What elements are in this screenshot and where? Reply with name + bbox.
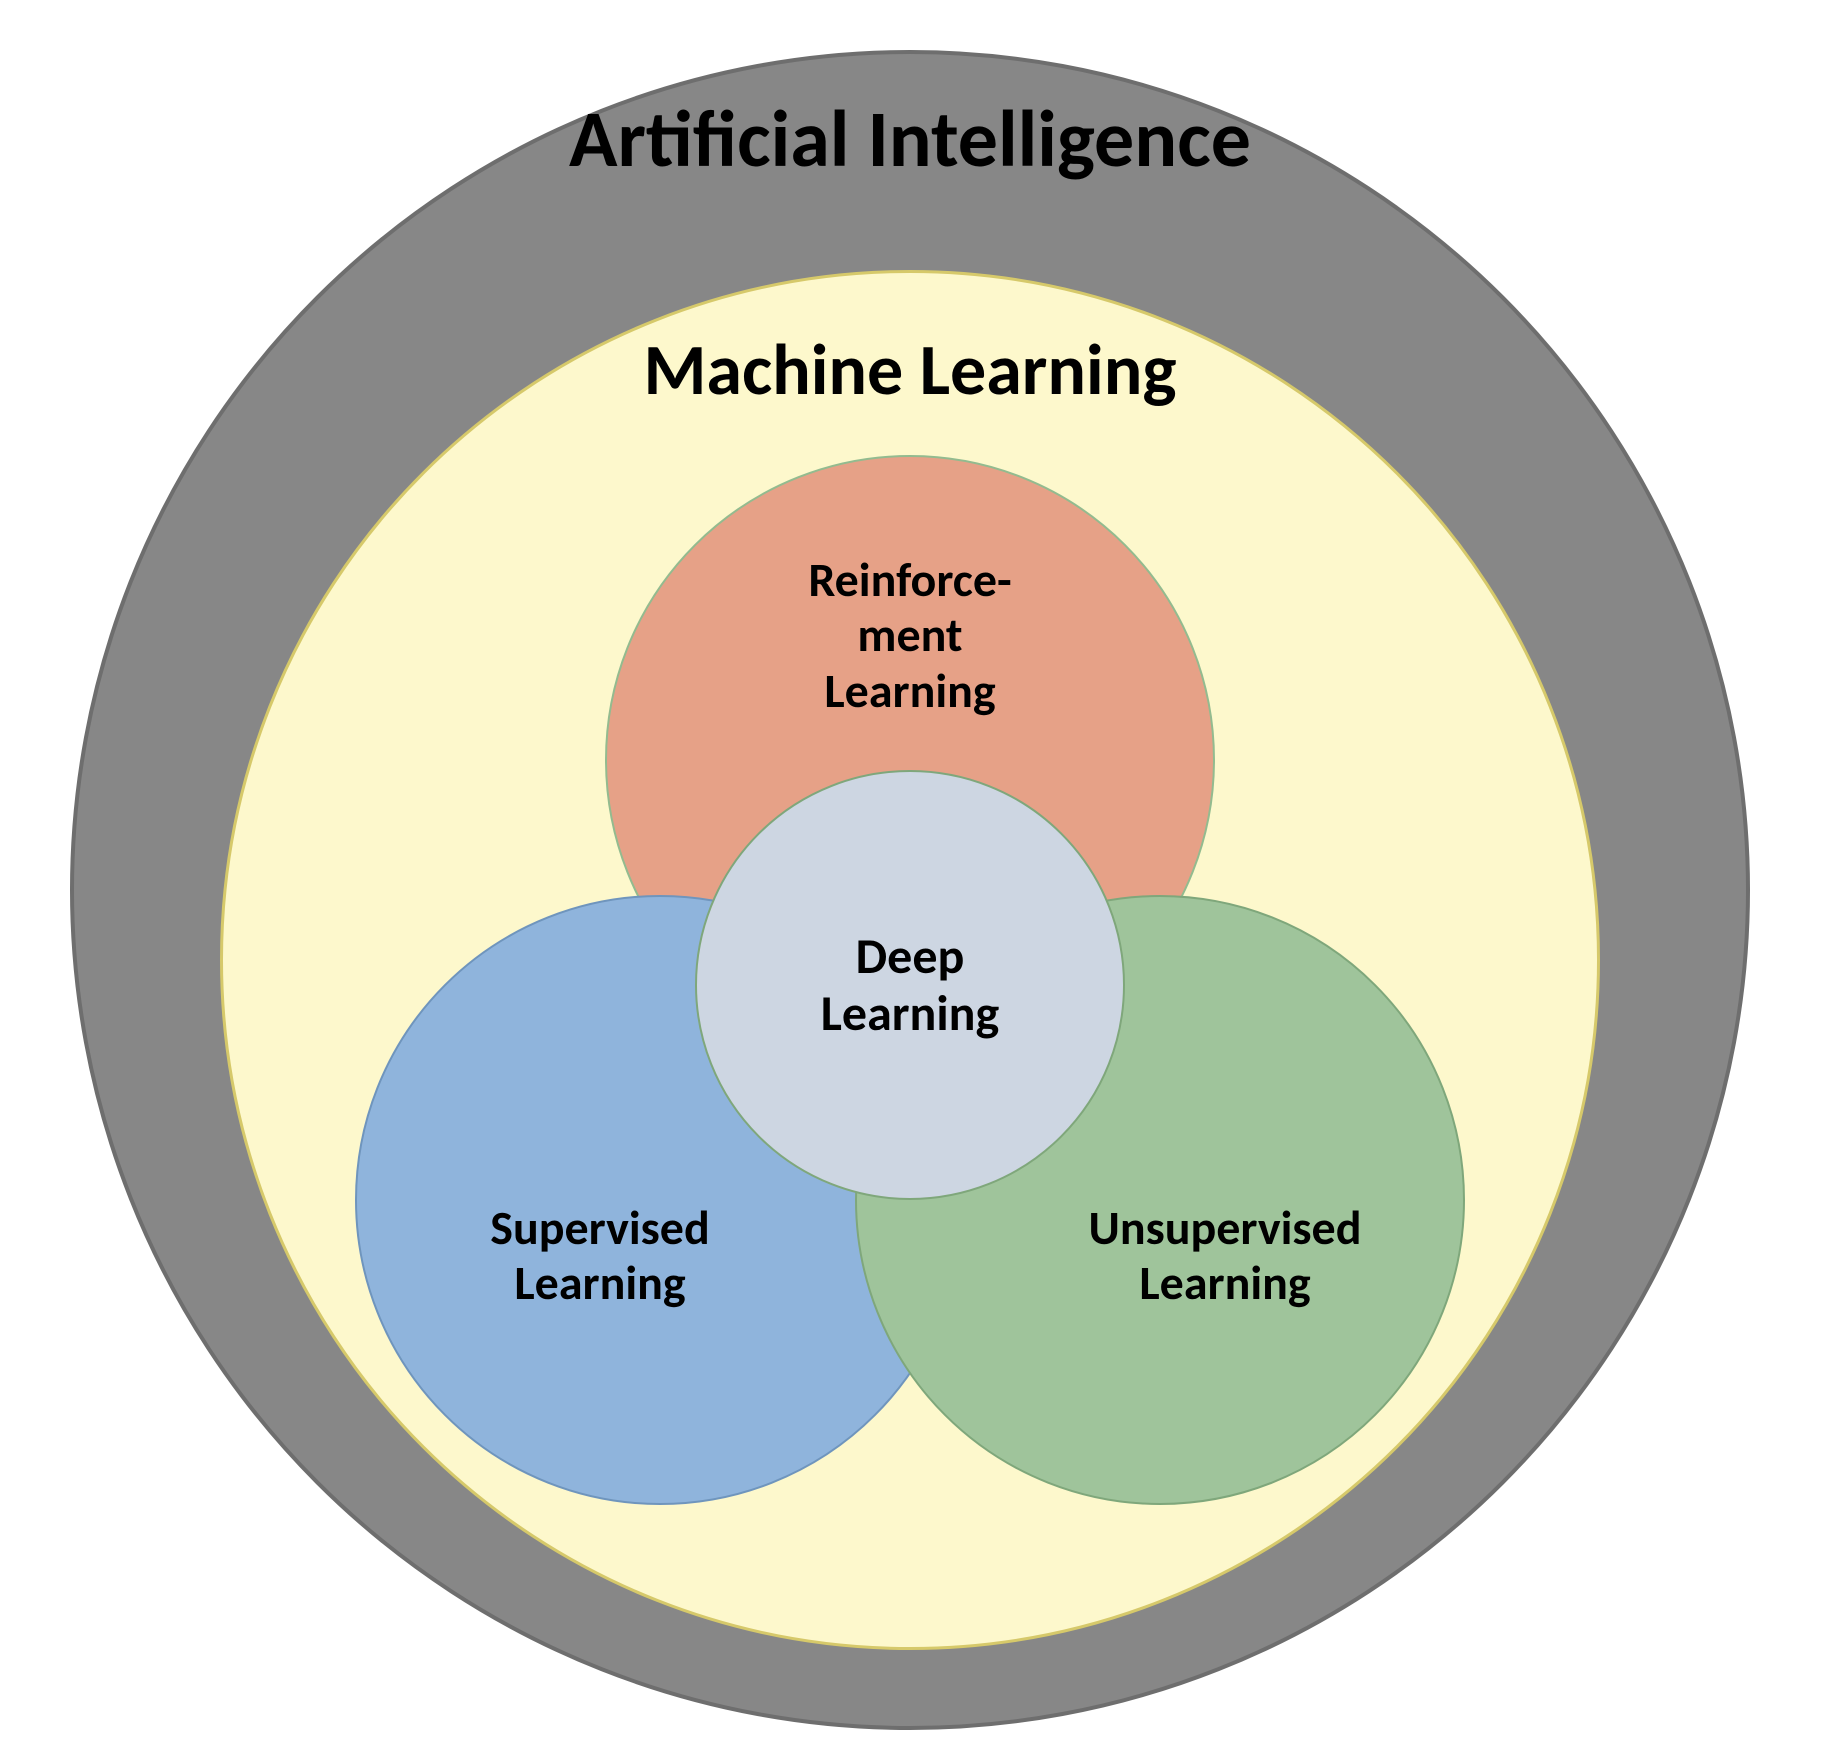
ai-venn-diagram: Artificial Intelligence Machine Learning… (0, 0, 1822, 1761)
ai-label: Artificial Intelligence (410, 94, 1410, 186)
deep-learning-label: Deep Learning (410, 928, 1410, 1043)
unsupervised-learning-label: Unsupervised Learning (725, 1200, 1725, 1310)
ml-label: Machine Learning (410, 329, 1410, 412)
reinforcement-learning-label: Reinforce- ment Learning (410, 552, 1410, 718)
